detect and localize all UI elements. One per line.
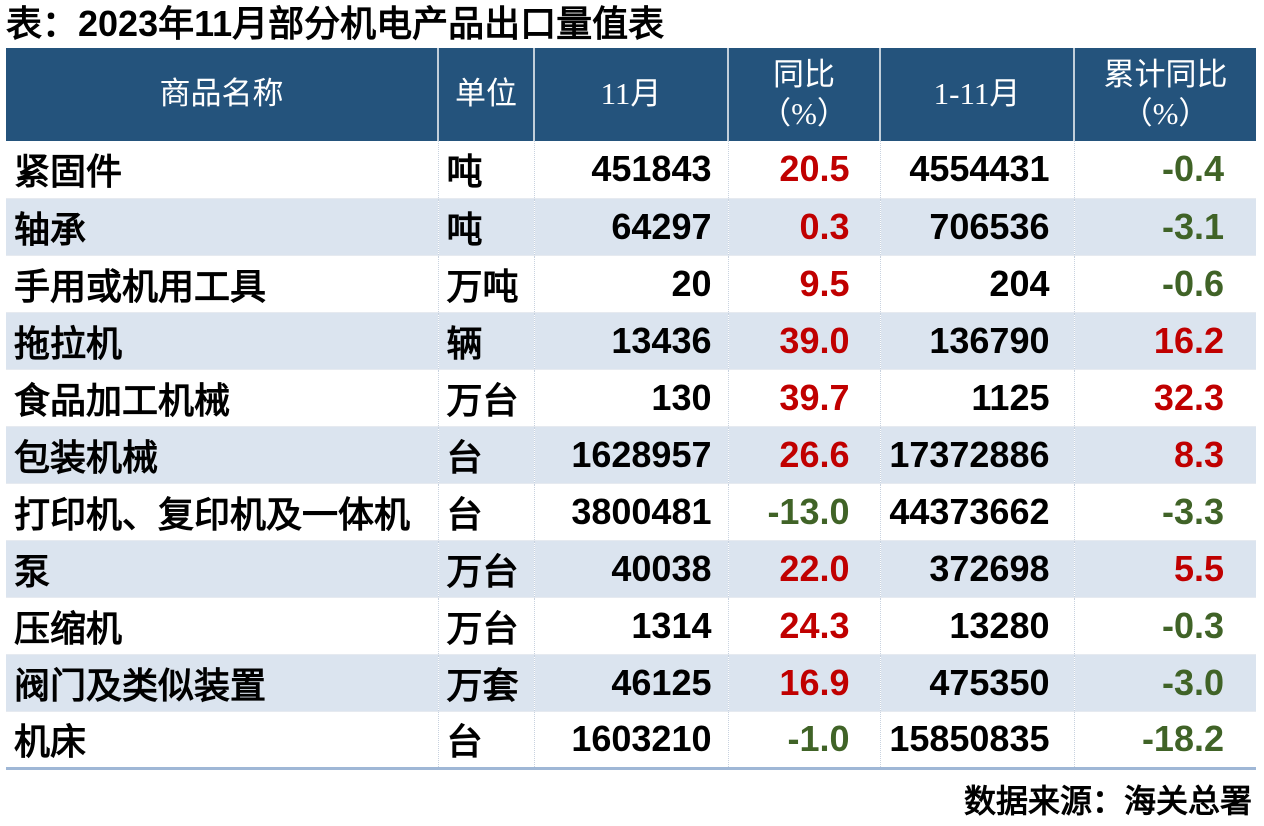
column-header-label: 11月: [600, 76, 662, 112]
november-value-cell: 20: [533, 254, 728, 312]
product-name-cell: 食品加工机械: [6, 368, 438, 426]
jan-nov-value-cell: 13280: [879, 596, 1074, 654]
november-value-cell: 3800481: [533, 482, 728, 540]
yoy-percent-cell: 24.3: [727, 596, 880, 654]
yoy-percent-cell: 20.5: [727, 141, 880, 198]
yoy-percent-cell: -1.0: [727, 710, 880, 770]
jan-nov-value-cell: 372698: [879, 539, 1074, 597]
table-row: 拖拉机辆 13436 39.0 136790 16.2: [6, 311, 1256, 369]
november-value-cell: 13436: [533, 311, 728, 369]
table-row: 轴承吨 64297 0.3 706536 -3.1: [6, 197, 1256, 255]
jan-nov-value-cell: 44373662: [879, 482, 1074, 540]
column-header-sublabel: （%）: [760, 95, 848, 131]
column-header-label: 累计同比: [1103, 57, 1228, 93]
unit-cell: 台: [437, 482, 534, 540]
november-value-cell: 130: [533, 368, 728, 426]
table-row: 泵万台 40038 22.0 372698 5.5: [6, 539, 1256, 597]
column-header-label: 1-11月: [933, 76, 1021, 112]
november-value-cell: 451843: [533, 141, 728, 198]
cumulative-yoy-percent-cell: -0.4: [1073, 141, 1256, 198]
unit-cell: 台: [437, 425, 534, 483]
unit-cell: 万吨: [437, 254, 534, 312]
cumulative-yoy-percent-cell: 16.2: [1073, 311, 1256, 369]
cumulative-yoy-percent-cell: -3.1: [1073, 197, 1256, 255]
jan-nov-value-cell: 475350: [879, 653, 1074, 711]
product-name-cell: 泵: [6, 539, 438, 597]
product-name-cell: 紧固件: [14, 151, 123, 193]
table-row: 机床台 1603210 -1.0 15850835 -18.2: [6, 710, 1256, 770]
product-name-cell: 轴承: [6, 197, 438, 255]
table-row: 打印机、复印机及一体机台 3800481 -13.0 44373662 -3.3: [6, 482, 1256, 540]
unit-cell: 万台: [437, 368, 534, 426]
column-header-november: 11月: [533, 48, 728, 141]
product-name-cell: 手用或机用工具: [6, 254, 438, 312]
table-row: 手用或机用工具 万吨 20 9.5 204 -0.6: [6, 254, 1256, 312]
column-header-product-name: 商品名称: [6, 48, 438, 141]
november-value-cell: 40038: [533, 539, 728, 597]
yoy-percent-cell: 39.7: [727, 368, 880, 426]
cumulative-yoy-percent-cell: 5.5: [1073, 539, 1256, 597]
jan-nov-value-cell: 15850835: [879, 710, 1074, 770]
unit-cell: 万套: [437, 653, 534, 711]
column-header-label: 同比: [773, 57, 835, 93]
cumulative-yoy-percent-cell: -0.6: [1073, 254, 1256, 312]
column-header-sublabel: （%）: [1121, 95, 1210, 131]
yoy-percent-cell: 39.0: [727, 311, 880, 369]
yoy-percent-cell: 16.9: [727, 653, 880, 711]
yoy-percent-cell: 0.3: [727, 197, 880, 255]
unit-cell: 万台: [437, 539, 534, 597]
column-header-cumulative-yoy: 累计同比 （%）: [1073, 48, 1256, 141]
column-header-jan-nov: 1-11月: [879, 48, 1074, 141]
november-value-cell: 64297: [533, 197, 728, 255]
yoy-percent-cell: 26.6: [727, 425, 880, 483]
november-value-cell: 1603210: [533, 710, 728, 770]
cumulative-yoy-percent-cell: -3.0: [1073, 653, 1256, 711]
product-name-cell: 机床: [6, 710, 438, 770]
cumulative-yoy-percent-cell: -18.2: [1073, 710, 1256, 770]
table-row: 包装机械台 1628957 26.6 17372886 8.3: [6, 425, 1256, 483]
november-value-cell: 1314: [533, 596, 728, 654]
column-header-label: 商品名称: [159, 76, 284, 112]
product-name-cell: 拖拉机: [6, 311, 438, 369]
product-name-cell: 阀门及类似装置: [6, 653, 438, 711]
column-header-unit: 单位: [437, 48, 534, 141]
cumulative-yoy-percent-cell: -0.3: [1073, 596, 1256, 654]
november-value-cell: 1628957: [533, 425, 728, 483]
unit-cell: 万台: [437, 596, 534, 654]
data-source-note: 数据来源：海关总署: [963, 783, 1252, 819]
november-value-cell: 46125: [533, 653, 728, 711]
table-row: 紧固件 吨 451843 20.5 4554431 -0.4: [6, 141, 1256, 198]
product-name-cell: 打印机、复印机及一体机: [6, 482, 438, 540]
table-header-row: 商品名称 单位 11月 同比 （%） 1-11月 累计同比 （%）: [6, 48, 1256, 141]
unit-cell: 辆: [437, 311, 534, 369]
cumulative-yoy-percent-cell: 8.3: [1073, 425, 1256, 483]
column-header-yoy: 同比 （%）: [727, 48, 880, 141]
jan-nov-value-cell: 17372886: [879, 425, 1074, 483]
unit-cell: 吨: [437, 197, 534, 255]
jan-nov-value-cell: 4554431: [879, 141, 1074, 198]
yoy-percent-cell: 22.0: [727, 539, 880, 597]
column-header-label: 单位: [455, 76, 517, 112]
export-volume-table: 商品名称 单位 11月 同比 （%） 1-11月 累计同比 （%） 紧固件吨 451843 20.…: [6, 48, 1256, 770]
table-row: 食品加工机械 万台 130 39.7 1125 32.3: [6, 368, 1256, 426]
jan-nov-value-cell: 136790: [879, 311, 1074, 369]
table-row: 阀门及类似装置 万套 46125 16.9 475350 -3.0: [6, 653, 1256, 711]
jan-nov-value-cell: 706536: [879, 197, 1074, 255]
unit-cell: 台: [437, 710, 534, 770]
yoy-percent-cell: 9.5: [727, 254, 880, 312]
product-name-cell: 包装机械: [6, 425, 438, 483]
jan-nov-value-cell: 1125: [879, 368, 1074, 426]
unit-cell: 吨: [437, 141, 534, 198]
cumulative-yoy-percent-cell: 32.3: [1073, 368, 1256, 426]
table-body: 紧固件吨 451843 20.5 4554431 -0.4 轴承吨 64297 0.3 7065…: [6, 141, 1256, 770]
jan-nov-value-cell: 204: [879, 254, 1074, 312]
product-name-cell: 压缩机: [6, 596, 438, 654]
page-title: 表：2023年11月部分机电产品出口量值表: [6, 3, 665, 44]
table-row: 压缩机 万台 1314 24.3 13280 -0.3: [6, 596, 1256, 654]
cumulative-yoy-percent-cell: -3.3: [1073, 482, 1256, 540]
yoy-percent-cell: -13.0: [727, 482, 880, 540]
